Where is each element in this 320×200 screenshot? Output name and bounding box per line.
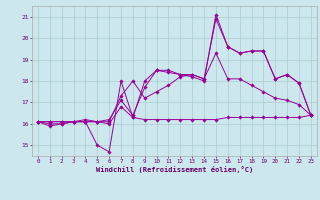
X-axis label: Windchill (Refroidissement éolien,°C): Windchill (Refroidissement éolien,°C) (96, 166, 253, 173)
